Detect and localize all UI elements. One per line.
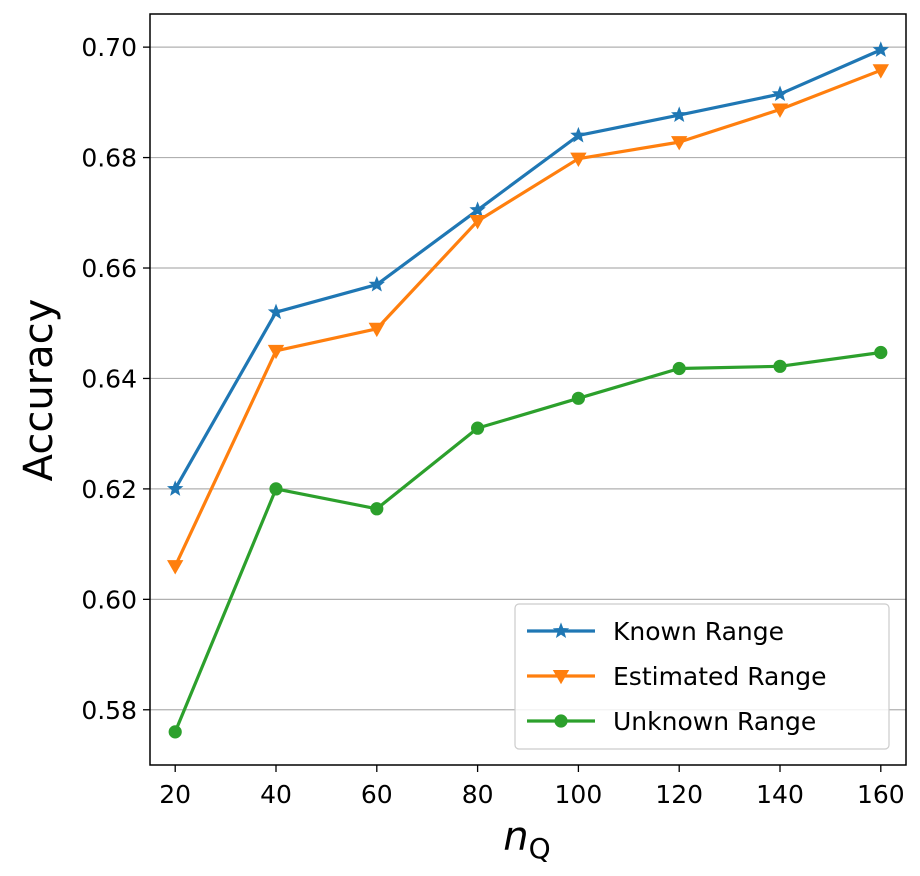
y-tick-label: 0.68: [81, 144, 137, 173]
y-axis: 0.58 0.60 0.62 0.64 0.66 0.68 0.70: [81, 33, 150, 725]
data-point-unknown-range: [470, 421, 485, 435]
data-point-estimated-range: [469, 215, 486, 230]
data-point-unknown-range: [571, 391, 586, 405]
x-tick-label: 40: [260, 780, 292, 809]
legend-box: [514, 603, 890, 750]
y-tick-label: 0.66: [81, 254, 137, 283]
series-line-unknown-range: [173, 350, 883, 734]
legend-label: Known Range: [613, 617, 784, 646]
data-point-unknown-range: [672, 361, 686, 376]
y-tick-label: 0.58: [81, 696, 137, 725]
data-point-estimated-range: [267, 344, 285, 360]
x-tick-label: 20: [159, 780, 191, 809]
y-tick-label: 0.70: [81, 33, 137, 62]
legend-marker: [552, 622, 570, 638]
x-axis: 20 40 60 80 100 120 140 160: [159, 765, 905, 809]
data-point-known-range: [671, 106, 688, 123]
legend-item-unknown-range: Unknown Range: [527, 707, 816, 736]
legend-label: Estimated Range: [613, 662, 826, 691]
x-tick-label: 120: [655, 780, 703, 809]
data-point-unknown-range: [874, 345, 888, 360]
x-axis-title: nQ: [503, 814, 550, 865]
data-point-known-range: [771, 85, 789, 102]
series-line-estimated-range: [173, 68, 883, 568]
data-point-estimated-range: [167, 560, 184, 575]
data-point-known-range: [368, 275, 385, 292]
x-tick-label: 140: [756, 780, 804, 809]
data-point-estimated-range: [671, 136, 688, 151]
y-tick-label: 0.62: [81, 475, 137, 504]
x-tick-label: 80: [462, 780, 494, 809]
y-tick-label: 0.60: [81, 585, 137, 614]
data-point-known-range: [872, 41, 889, 57]
legend-marker: [554, 714, 568, 728]
legend-item-estimated-range: Estimated Range: [527, 662, 826, 691]
x-tick-label: 100: [555, 780, 603, 809]
x-axis-title-main: n: [503, 814, 528, 860]
data-point-unknown-range: [370, 502, 384, 516]
x-axis-title-subscript: Q: [529, 832, 551, 865]
data-point-estimated-range: [872, 64, 889, 79]
data-point-estimated-range: [570, 152, 587, 167]
legend: Known Range Estimated Range Unknown Range: [514, 603, 890, 750]
data-point-unknown-range: [269, 482, 283, 496]
data-point-unknown-range: [773, 359, 787, 373]
x-tick-label: 60: [361, 780, 393, 809]
data-point-known-range: [570, 126, 587, 143]
legend-marker: [552, 669, 570, 685]
y-tick-label: 0.64: [81, 364, 137, 393]
data-point-unknown-range: [168, 725, 182, 739]
series-known-range: [167, 41, 889, 496]
legend-item-known-range: Known Range: [527, 617, 784, 646]
data-point-known-range: [469, 201, 486, 218]
data-point-estimated-range: [771, 103, 789, 118]
series-unknown-range: [168, 345, 888, 739]
series-line-known-range: [173, 48, 883, 491]
x-tick-label: 160: [857, 780, 905, 809]
series-group: [167, 41, 889, 739]
data-point-known-range: [167, 480, 184, 496]
series-estimated-range: [167, 64, 889, 575]
y-axis-title: Accuracy: [16, 299, 62, 482]
data-point-known-range: [267, 303, 285, 320]
legend-label: Unknown Range: [613, 707, 816, 736]
data-point-estimated-range: [368, 322, 385, 338]
plot-frame: [149, 13, 907, 766]
